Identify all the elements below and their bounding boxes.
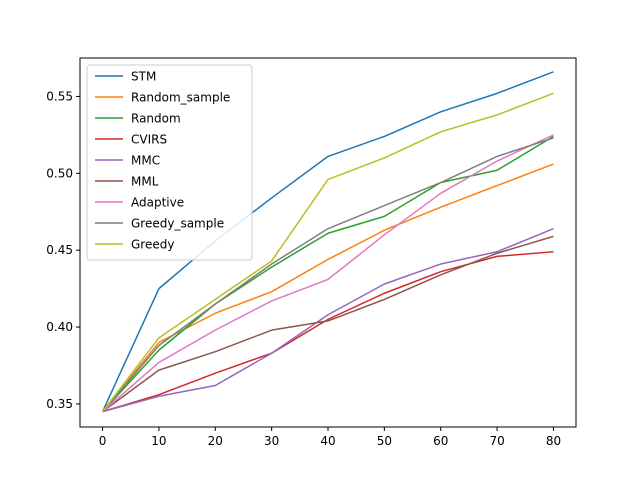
x-tick-label-7: 70 <box>489 434 504 448</box>
legend-label-2: Random <box>131 112 181 126</box>
x-tick-label-0: 0 <box>99 434 107 448</box>
x-tick-label-8: 80 <box>546 434 561 448</box>
x-tick-label-3: 30 <box>264 434 279 448</box>
legend: STM Random_sample Random CVIRS MMC MML Adaptiv… <box>86 64 253 261</box>
legend-label-6: Adaptive <box>131 196 184 210</box>
y-tick-label-3: 0.50 <box>46 166 73 180</box>
y-tick-label-4: 0.55 <box>46 89 73 103</box>
x-axis: 0 10 20 30 40 50 60 70 80 <box>99 427 561 448</box>
y-tick-label-0: 0.35 <box>46 397 73 411</box>
x-tick-label-1: 10 <box>151 434 166 448</box>
series-line-0 <box>101 71 554 412</box>
x-tick-label-6: 60 <box>433 434 448 448</box>
series-layer <box>101 71 554 413</box>
legend-label-8: Greedy <box>131 238 174 252</box>
series-line-3 <box>102 250 554 413</box>
legend-label-3: CVIRS <box>131 133 167 147</box>
legend-label-4: MMC <box>131 154 160 168</box>
legend-label-7: Greedy_sample <box>131 217 224 231</box>
x-tick-label-2: 20 <box>208 434 223 448</box>
series-line-6 <box>102 134 554 413</box>
y-tick-label-1: 0.40 <box>46 320 73 334</box>
series-line-2 <box>101 135 554 413</box>
series-line-5 <box>102 235 554 413</box>
y-tick-label-2: 0.45 <box>46 243 73 257</box>
x-tick-label-4: 40 <box>320 434 335 448</box>
series-line-1 <box>101 163 554 413</box>
series-line-4 <box>102 227 554 413</box>
legend-label-0: STM <box>131 70 156 84</box>
series-line-8 <box>101 92 554 413</box>
y-axis: 0.35 0.40 0.45 0.50 0.55 <box>46 89 80 411</box>
series-line-7 <box>101 137 554 413</box>
legend-label-5: MML <box>131 175 159 189</box>
legend-label-1: Random_sample <box>131 91 230 105</box>
x-tick-label-5: 50 <box>377 434 392 448</box>
legend-box <box>86 64 253 261</box>
